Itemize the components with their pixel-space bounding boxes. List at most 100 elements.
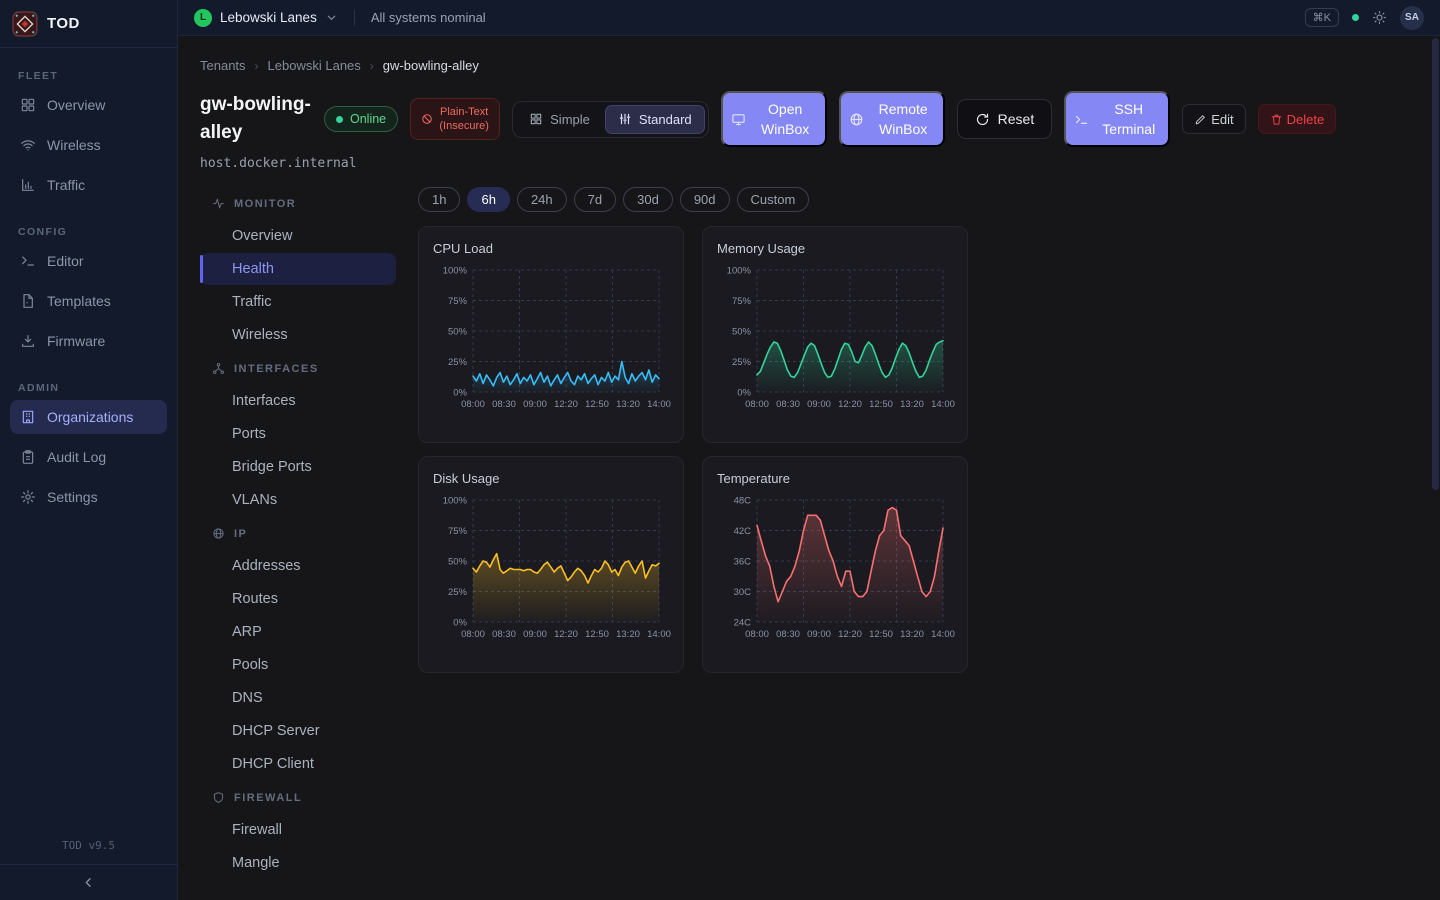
sidebar-item-overview[interactable]: Overview [10, 88, 167, 122]
chevron-left-icon [81, 875, 96, 890]
activity-icon [212, 197, 225, 210]
app-logo-icon [12, 11, 38, 37]
breadcrumb: Tenants › Lebowski Lanes › gw-bowling-al… [200, 58, 1418, 73]
svg-text:12:50: 12:50 [869, 629, 893, 640]
subnav-item-dns[interactable]: DNS [200, 682, 396, 714]
time-range-6h[interactable]: 6h [467, 187, 509, 212]
temperature-chart: 48C42C36C30C24C08:0008:3009:0012:2012:50… [717, 490, 953, 653]
subnav-item-pools[interactable]: Pools [200, 649, 396, 681]
sliders-icon [618, 112, 632, 126]
subnav-item-addresses[interactable]: Addresses [200, 550, 396, 582]
svg-text:12:20: 12:20 [554, 399, 578, 410]
sidebar-item-wireless[interactable]: Wireless [10, 128, 167, 162]
chart-grid: CPU Load 100%75%50%25%0%08:0008:3009:001… [418, 226, 968, 673]
svg-text:25%: 25% [448, 357, 468, 368]
scrollbar-thumb[interactable] [1432, 38, 1439, 490]
circle-slash-icon [421, 113, 433, 125]
user-avatar[interactable]: SA [1400, 6, 1424, 30]
subnav-item-vlans[interactable]: VLANs [200, 484, 396, 516]
sidebar-collapse-button[interactable] [0, 864, 177, 900]
theme-toggle-button[interactable] [1372, 10, 1387, 25]
reset-button[interactable]: Reset [957, 99, 1053, 139]
breadcrumb-tenant[interactable]: Lebowski Lanes [268, 58, 361, 73]
svg-text:08:00: 08:00 [745, 399, 769, 410]
sidebar-nav: FLEET Overview Wireless Traffic CONFIG E… [0, 48, 177, 829]
memory-usage-chart-card: Memory Usage 100%75%50%25%0%08:0008:3009… [702, 226, 968, 443]
subnav-item-interfaces[interactable]: Interfaces [200, 385, 396, 417]
view-mode-standard[interactable]: Standard [605, 105, 705, 134]
subnav-item-routes[interactable]: Routes [200, 583, 396, 615]
sidebar-section-admin: ADMIN [18, 382, 159, 394]
sidebar-item-templates[interactable]: Templates [10, 284, 167, 318]
reset-label: Reset [998, 111, 1035, 127]
subnav-item-health[interactable]: Health [200, 253, 396, 285]
download-icon [20, 333, 36, 349]
sidebar-item-audit-log[interactable]: Audit Log [10, 440, 167, 474]
sidebar-item-editor[interactable]: Editor [10, 244, 167, 278]
insecure-warning-label: Plain-Text (Insecure) [439, 105, 489, 134]
svg-text:50%: 50% [448, 327, 468, 338]
health-charts-section: 1h 6h 24h 7d 30d 90d Custom CPU Load 100… [418, 187, 968, 880]
online-status-badge: Online [324, 106, 398, 132]
time-range-90d[interactable]: 90d [680, 187, 730, 212]
remote-winbox-label: Remote WinBox [872, 99, 935, 140]
subnav-item-wireless[interactable]: Wireless [200, 319, 396, 351]
subnav-item-mangle[interactable]: Mangle [200, 847, 396, 879]
subnav-item-overview[interactable]: Overview [200, 220, 396, 252]
open-winbox-button[interactable]: Open WinBox [721, 91, 827, 147]
time-range-7d[interactable]: 7d [574, 187, 616, 212]
svg-text:100%: 100% [443, 266, 468, 277]
view-mode-standard-label: Standard [639, 112, 692, 127]
tenant-selector[interactable]: L Lebowski Lanes [194, 9, 338, 27]
breadcrumb-separator: › [370, 59, 374, 73]
time-range-1h[interactable]: 1h [418, 187, 460, 212]
subnav-item-arp[interactable]: ARP [200, 616, 396, 648]
sun-icon [1372, 10, 1387, 25]
app-version: TOD v9.5 [0, 829, 177, 864]
sidebar-item-firmware[interactable]: Firmware [10, 324, 167, 358]
globe-icon [849, 112, 864, 127]
chevron-down-icon [325, 11, 338, 24]
view-mode-simple[interactable]: Simple [516, 105, 603, 134]
svg-text:12:20: 12:20 [838, 629, 862, 640]
globe-icon [212, 527, 225, 540]
sidebar-item-settings[interactable]: Settings [10, 480, 167, 514]
edit-button[interactable]: Edit [1182, 104, 1245, 134]
sidebar-item-label: Overview [47, 97, 105, 113]
delete-button[interactable]: Delete [1258, 104, 1337, 134]
topbar: L Lebowski Lanes All systems nominal ⌘K … [178, 0, 1440, 36]
sidebar-item-traffic[interactable]: Traffic [10, 168, 167, 202]
subnav-item-bridge-ports[interactable]: Bridge Ports [200, 451, 396, 483]
time-range-24h[interactable]: 24h [517, 187, 567, 212]
subnav-item-ports[interactable]: Ports [200, 418, 396, 450]
time-range-custom[interactable]: Custom [737, 187, 810, 212]
breadcrumb-tenants[interactable]: Tenants [200, 58, 246, 73]
cpu-load-chart: 100%75%50%25%0%08:0008:3009:0012:2012:50… [433, 260, 669, 423]
svg-text:12:20: 12:20 [838, 399, 862, 410]
svg-text:50%: 50% [732, 327, 752, 338]
refresh-icon [975, 112, 990, 127]
subnav-item-traffic[interactable]: Traffic [200, 286, 396, 318]
svg-text:50%: 50% [448, 557, 468, 568]
sidebar-item-organizations[interactable]: Organizations [10, 400, 167, 434]
command-palette-shortcut[interactable]: ⌘K [1305, 8, 1339, 27]
subnav-section-label: INTERFACES [234, 363, 319, 375]
main-content: Tenants › Lebowski Lanes › gw-bowling-al… [178, 36, 1440, 900]
subnav-item-dhcp-server[interactable]: DHCP Server [200, 715, 396, 747]
svg-text:42C: 42C [734, 526, 752, 537]
subnav-section-interfaces: INTERFACES [200, 352, 396, 384]
svg-text:0%: 0% [453, 618, 467, 629]
sidebar-item-label: Wireless [47, 137, 101, 153]
chart-title: Memory Usage [717, 241, 953, 256]
pencil-icon [1194, 113, 1207, 126]
sidebar-item-label: Audit Log [47, 449, 106, 465]
subnav-item-dhcp-client[interactable]: DHCP Client [200, 748, 396, 780]
subnav-item-firewall[interactable]: Firewall [200, 814, 396, 846]
svg-text:08:30: 08:30 [492, 399, 516, 410]
time-range-30d[interactable]: 30d [623, 187, 673, 212]
network-icon [212, 362, 225, 375]
device-host: host.docker.internal [200, 156, 1418, 171]
remote-winbox-button[interactable]: Remote WinBox [839, 91, 945, 147]
svg-text:14:00: 14:00 [931, 629, 955, 640]
ssh-terminal-button[interactable]: SSH Terminal [1064, 91, 1170, 147]
